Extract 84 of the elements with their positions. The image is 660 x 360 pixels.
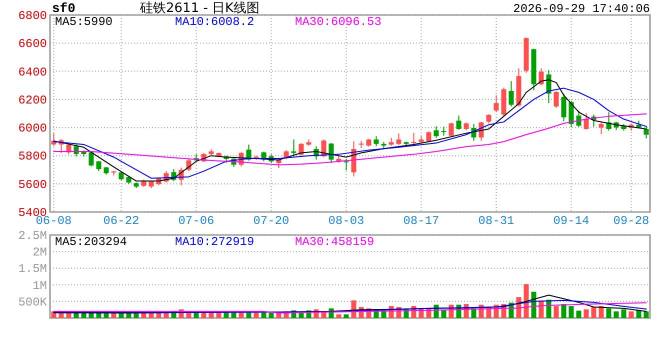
- text: MA10:6008.2: [175, 15, 254, 29]
- bar: [644, 311, 649, 318]
- candlestick: [568, 100, 574, 128]
- bar: [598, 306, 604, 318]
- candlestick: [644, 125, 649, 139]
- text: MA10:272919: [175, 235, 254, 249]
- candlestick: [494, 94, 499, 113]
- bar: [614, 311, 619, 318]
- line-series: [53, 302, 647, 314]
- y-tick-label: 6600: [18, 37, 47, 52]
- chart-subtitle: sf0: [52, 1, 76, 16]
- x-tick-label: 07-06: [178, 214, 214, 228]
- bar: [568, 306, 574, 318]
- x-tick-label: 09-14: [553, 214, 590, 228]
- bar: [576, 310, 582, 318]
- candlestick: [411, 132, 416, 147]
- y-tick-label: 6400: [18, 65, 47, 80]
- y-tick-label: 1M: [32, 278, 47, 293]
- bar: [561, 304, 566, 318]
- bar: [118, 313, 124, 318]
- candlestick: [561, 93, 566, 122]
- candlestick: [598, 122, 604, 135]
- bar: [246, 312, 252, 318]
- candlestick: [538, 68, 544, 86]
- bar: [261, 312, 266, 318]
- candlestick: [374, 136, 379, 147]
- bar: [268, 312, 274, 318]
- y-tick-label: 5800: [18, 150, 47, 164]
- bar: [224, 312, 229, 318]
- candlestick: [344, 158, 349, 171]
- x-tick-label: 08-03: [328, 214, 364, 228]
- x-tick-label: 08-17: [403, 214, 440, 228]
- y-tick-label: 6200: [18, 93, 47, 108]
- candlestick: [328, 142, 334, 164]
- text: MA5:203294: [55, 235, 128, 249]
- candlestick: [456, 115, 462, 130]
- text: MA5:5990: [55, 15, 113, 29]
- x-tick-label: 08-31: [478, 214, 514, 228]
- bar: [298, 312, 304, 318]
- bar: [164, 312, 169, 318]
- x-tick-label: 07-20: [253, 214, 290, 228]
- line-series: [53, 300, 647, 313]
- y-tick-label: 2M: [32, 246, 47, 260]
- candlestick: [554, 90, 559, 108]
- x-tick-label: 09-28: [613, 214, 650, 228]
- bar: [58, 312, 64, 318]
- candlestick: [396, 132, 402, 146]
- y-tick-label: 1.5M: [18, 262, 47, 276]
- bar: [254, 312, 259, 318]
- bar: [104, 313, 109, 318]
- bar: [554, 306, 559, 318]
- candlestick: [441, 126, 446, 136]
- candlestick: [434, 126, 439, 138]
- x-tick-label: 06-22: [103, 214, 140, 228]
- bar: [238, 312, 244, 318]
- y-tick-label: 5600: [18, 178, 47, 192]
- candlestick: [96, 160, 102, 172]
- bar: [344, 314, 349, 318]
- bar: [606, 308, 612, 318]
- candlestick: [448, 122, 454, 138]
- annotation: 2026-09-29 17:40:06: [513, 2, 650, 16]
- bar: [336, 314, 342, 318]
- bar: [126, 313, 132, 318]
- text: MA30:458159: [295, 235, 374, 249]
- candlestick: [508, 80, 514, 107]
- y-tick-label: 500K: [18, 295, 48, 310]
- candlestick: [486, 114, 492, 124]
- bar: [134, 313, 139, 318]
- candlestick: [584, 112, 589, 130]
- y-tick-label: 6800: [18, 9, 47, 23]
- bar: [194, 312, 199, 318]
- candlestick: [291, 139, 296, 157]
- bar: [584, 309, 589, 318]
- bar: [591, 307, 596, 318]
- chart-title: 硅铁2611 - 日K线图: [139, 1, 260, 16]
- text: MA30:6096.53: [295, 15, 382, 29]
- y-tick-label: 2.5M: [18, 229, 47, 243]
- bar: [231, 312, 236, 318]
- bar: [628, 311, 634, 318]
- bar: [201, 312, 206, 318]
- bar: [621, 309, 626, 318]
- y-tick-label: 6000: [18, 122, 47, 136]
- bar: [208, 312, 214, 318]
- bar: [216, 312, 222, 318]
